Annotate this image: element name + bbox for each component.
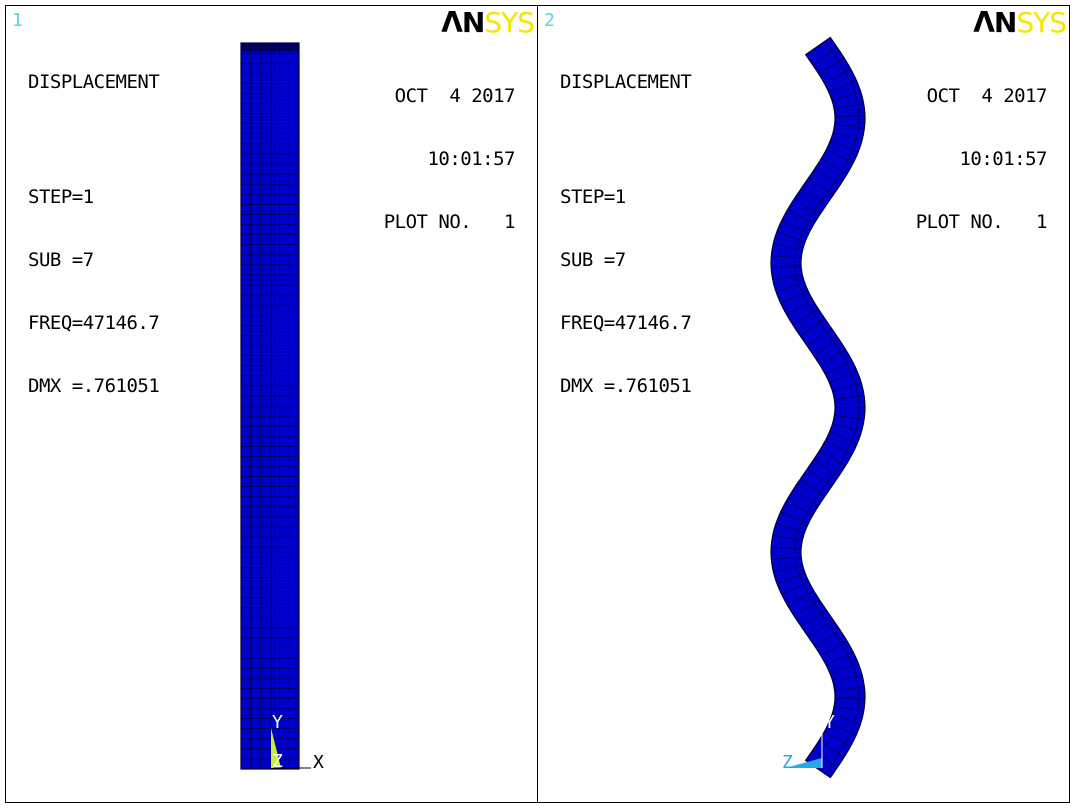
triad-z-label: Z xyxy=(272,751,283,772)
plot-number: PLOT NO. 1 xyxy=(915,211,1048,233)
result-title: DISPLACEMENT xyxy=(28,71,160,93)
plot-date: OCT 4 2017 xyxy=(926,85,1048,107)
triad-z-label: Z xyxy=(782,752,793,773)
dmx-label: DMX =.761051 xyxy=(28,375,160,397)
plot-stamp: OCT 4 2017 10:01:57 PLOT NO. 1 xyxy=(915,44,1048,275)
result-title: DISPLACEMENT xyxy=(560,71,692,93)
mesh-undeformed: YZ X xyxy=(240,42,324,773)
dmx-label: DMX =.761051 xyxy=(560,375,692,397)
step-label: STEP=1 xyxy=(560,186,626,208)
mesh-deformed: YZ xyxy=(770,36,866,779)
column-body xyxy=(770,36,866,779)
mesh-inner-line xyxy=(794,40,860,775)
triad-x-label: X xyxy=(313,752,324,773)
ansys-logo: ΛNSYS xyxy=(441,6,535,39)
plot-date: OCT 4 2017 xyxy=(394,85,516,107)
step-label: STEP=1 xyxy=(28,186,94,208)
triad-y-label: Y xyxy=(824,712,835,733)
coordinate-triad: YZ xyxy=(782,712,835,773)
freq-label: FREQ=47146.7 xyxy=(560,312,692,334)
viewport-number: 1 xyxy=(12,10,23,31)
ansys-logo: ΛNSYS xyxy=(973,6,1067,39)
mesh-lines xyxy=(771,40,865,775)
plot-stamp: OCT 4 2017 10:01:57 PLOT NO. 1 xyxy=(383,44,516,275)
sub-label: SUB =7 xyxy=(560,249,626,271)
result-info: DISPLACEMENT STEP=1 SUB =7 FREQ=47146.7 … xyxy=(560,30,692,439)
viewport-number: 2 xyxy=(544,10,555,31)
triad-z-axis xyxy=(785,758,822,768)
triad-y-label: Y xyxy=(272,712,283,733)
plot-time: 10:01:57 xyxy=(959,148,1047,170)
freq-label: FREQ=47146.7 xyxy=(28,312,160,334)
mesh-lines xyxy=(241,43,299,769)
coordinate-triad: YZ X xyxy=(271,712,324,773)
triad-y-axis xyxy=(271,728,281,768)
plot-number: PLOT NO. 1 xyxy=(383,211,516,233)
sub-label: SUB =7 xyxy=(28,249,94,271)
result-info: DISPLACEMENT STEP=1 SUB =7 FREQ=47146.7 … xyxy=(28,30,160,439)
plot-time: 10:01:57 xyxy=(427,148,515,170)
